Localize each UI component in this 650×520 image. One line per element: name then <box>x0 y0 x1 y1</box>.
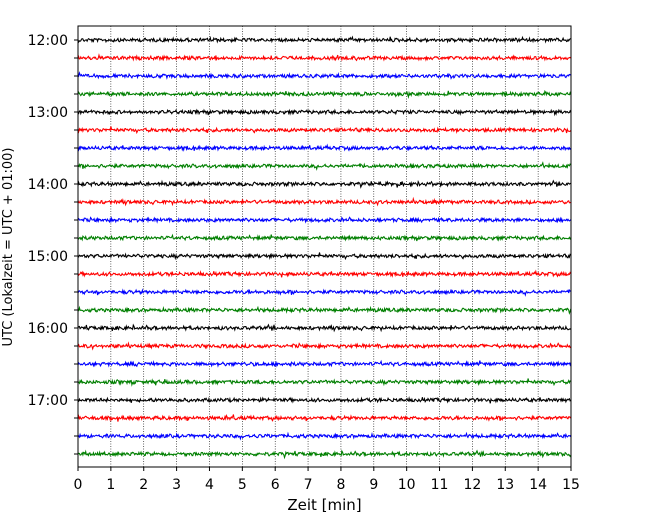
x-axis-title: Zeit [min] <box>287 496 361 514</box>
seismic-trace <box>77 233 572 242</box>
plot-frame <box>77 25 572 468</box>
seismic-trace <box>77 396 572 404</box>
seismic-trace <box>77 252 572 261</box>
grid-lines <box>110 26 539 467</box>
y-tick-label: 14:00 <box>28 177 68 193</box>
seismic-trace <box>77 288 572 297</box>
seismic-trace <box>77 431 572 441</box>
x-tick-label: 9 <box>369 477 378 493</box>
x-axis-ticks: 0 1 2 3 4 5 6 7 8 9 10 11 12 13 14 15 <box>74 467 580 493</box>
y-tick-label: 17:00 <box>28 393 68 409</box>
x-tick-label: 15 <box>562 477 580 493</box>
seismic-trace <box>77 35 571 44</box>
x-tick-label: 7 <box>304 477 313 493</box>
x-tick-label: 0 <box>74 477 83 493</box>
seismic-trace <box>77 143 572 152</box>
seismic-trace <box>77 269 572 278</box>
y-axis-title: UTC (Lokalzeit = UTC + 01:00) <box>1 148 16 347</box>
x-tick-label: 5 <box>238 477 247 493</box>
x-tick-label: 10 <box>398 477 416 493</box>
seismic-trace <box>77 108 572 117</box>
y-tick-label: 16:00 <box>28 321 68 337</box>
seismic-trace <box>77 413 572 422</box>
seismic-trace <box>77 71 572 80</box>
x-tick-label: 1 <box>106 477 115 493</box>
seismic-trace <box>77 323 572 333</box>
x-tick-label: 13 <box>496 477 514 493</box>
seismic-trace <box>77 341 572 351</box>
seismic-trace <box>77 378 571 387</box>
seismic-trace <box>77 179 572 189</box>
x-tick-label: 8 <box>336 477 345 493</box>
y-tick-label: 15:00 <box>28 249 68 265</box>
x-tick-label: 6 <box>271 477 280 493</box>
seismic-trace <box>77 359 572 368</box>
x-tick-label: 3 <box>172 477 181 493</box>
y-tick-label: 13:00 <box>28 105 68 121</box>
y-axis-ticks: 12:00 13:00 14:00 15:00 16:00 17:00 <box>28 33 78 455</box>
x-tick-label: 11 <box>431 477 449 493</box>
seismic-trace <box>77 449 572 460</box>
seismic-trace <box>77 89 572 100</box>
x-tick-label: 14 <box>529 477 547 493</box>
seismic-trace <box>77 126 572 135</box>
x-tick-label: 2 <box>139 477 148 493</box>
seismic-trace <box>77 196 571 207</box>
y-tick-label: 12:00 <box>28 33 68 49</box>
x-tick-label: 12 <box>463 477 481 493</box>
x-tick-label: 4 <box>205 477 214 493</box>
seismic-trace <box>77 216 572 224</box>
seismic-trace <box>77 53 572 62</box>
seismic-trace <box>77 305 572 315</box>
seismic-traces <box>77 35 572 460</box>
seismic-trace <box>77 161 572 171</box>
